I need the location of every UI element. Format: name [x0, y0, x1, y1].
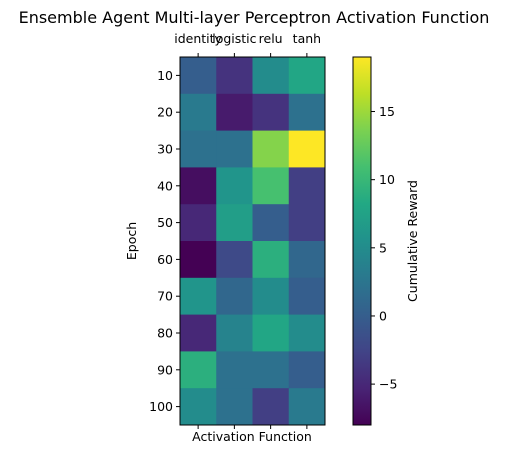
y-tick-label: 40 [157, 178, 173, 193]
heatmap-cell [253, 94, 290, 131]
heatmap-cell [289, 315, 326, 352]
heatmap-cell [289, 57, 326, 94]
heatmap-cell [216, 241, 253, 278]
y-tick-label: 90 [157, 362, 173, 377]
x-tick-label: logistic [212, 31, 256, 46]
heatmap-cell [253, 351, 290, 388]
heatmap-cell [180, 278, 217, 315]
heatmap-cell [289, 278, 326, 315]
heatmap-cell [289, 351, 326, 388]
colorbar-tick-label: 0 [379, 308, 387, 323]
heatmap-cell [253, 278, 290, 315]
heatmap-cell [253, 57, 290, 94]
heatmap-cell [216, 204, 253, 241]
heatmap-cell [253, 131, 290, 168]
x-tick-label: tanh [293, 31, 321, 46]
y-axis-label: Epoch [124, 222, 139, 260]
y-tick-label: 10 [157, 68, 173, 83]
heatmap-cell [180, 167, 217, 204]
y-tick-label: 80 [157, 326, 173, 341]
heatmap-cell [216, 94, 253, 131]
colorbar-ticks: −5 0 5 10 15 [371, 104, 397, 392]
heatmap-cell [289, 241, 326, 278]
heatmap-cell [253, 167, 290, 204]
heatmap-cell [180, 94, 217, 131]
colorbar-tick-label: −5 [379, 377, 397, 392]
heatmap-cell [289, 94, 326, 131]
colorbar-tick-label: 10 [379, 172, 395, 187]
heatmap-cell [216, 388, 253, 425]
heatmap-cell [180, 315, 217, 352]
heatmap-cell [180, 241, 217, 278]
colorbar-tick-label: 5 [379, 240, 387, 255]
heatmap-cell [216, 131, 253, 168]
heatmap-cell [216, 278, 253, 315]
heatmap-cell [253, 241, 290, 278]
y-tick-label: 50 [157, 215, 173, 230]
heatmap-cell [253, 388, 290, 425]
colorbar [353, 57, 371, 425]
heatmap-cell [289, 131, 326, 168]
heatmap-cell [180, 204, 217, 241]
heatmap-cell [289, 388, 326, 425]
x-axis-label: Activation Function [192, 429, 312, 444]
y-tick-label: 100 [149, 399, 173, 414]
heatmap-cell [216, 57, 253, 94]
heatmap-cell [289, 204, 326, 241]
heatmap-cell [216, 315, 253, 352]
y-ticks: 10 20 30 40 50 60 70 80 90 100 [149, 68, 180, 414]
heatmap-cell [253, 204, 290, 241]
heatmap-cell [216, 167, 253, 204]
x-tick-label: relu [259, 31, 283, 46]
y-tick-label: 70 [157, 289, 173, 304]
heatmap-cell [180, 131, 217, 168]
heatmap-cell [289, 167, 326, 204]
y-tick-label: 20 [157, 105, 173, 120]
chart-title: Ensemble Agent Multi-layer Perceptron Ac… [19, 8, 490, 27]
colorbar-label: Cumulative Reward [405, 180, 420, 302]
y-tick-label: 30 [157, 142, 173, 157]
heatmap-cell [253, 315, 290, 352]
heatmap-cell [180, 388, 217, 425]
y-tick-label: 60 [157, 252, 173, 267]
colorbar-tick-label: 15 [379, 104, 395, 119]
heatmap-cell [180, 351, 217, 388]
heatmap-cell [180, 57, 217, 94]
heatmap-cells [180, 57, 326, 426]
heatmap-cell [216, 351, 253, 388]
